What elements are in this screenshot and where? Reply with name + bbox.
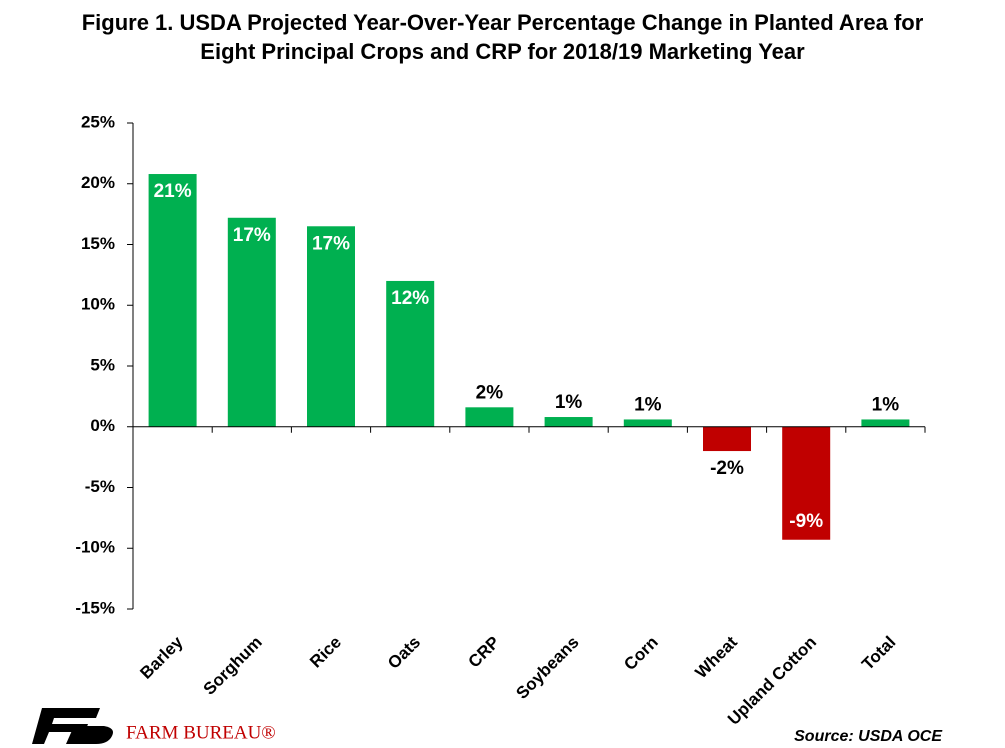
- x-tick-label: Corn: [620, 633, 661, 674]
- value-label: 1%: [555, 392, 583, 413]
- chart-title: Figure 1. USDA Projected Year-Over-Year …: [81, 10, 924, 64]
- bar: [148, 174, 197, 427]
- value-label: 12%: [391, 288, 429, 309]
- bar: [227, 217, 276, 427]
- logo: [32, 708, 113, 744]
- y-tick-label: 0%: [90, 416, 115, 435]
- y-tick-label: 10%: [81, 295, 115, 314]
- x-tick-label: Total: [858, 633, 899, 674]
- x-tick-label: Oats: [384, 633, 424, 673]
- x-tick-label: Barley: [136, 632, 187, 683]
- x-tick-label: CRP: [465, 633, 504, 672]
- y-tick-label: -5%: [85, 477, 115, 496]
- x-tick-label: Soybeans: [512, 633, 582, 703]
- bar: [782, 426, 831, 540]
- value-label: 2%: [476, 382, 504, 403]
- bar: [386, 280, 435, 427]
- value-label: 1%: [872, 394, 900, 415]
- value-label: 21%: [154, 181, 192, 202]
- bar: [623, 419, 672, 427]
- x-tick-label: Rice: [306, 633, 345, 672]
- y-tick-label: 20%: [81, 173, 115, 192]
- value-label: -2%: [710, 458, 744, 479]
- y-tick-label: 5%: [90, 355, 115, 374]
- value-label: 17%: [233, 225, 271, 246]
- source: Source: USDA OCE: [794, 728, 943, 745]
- y-tick-label: 25%: [81, 112, 115, 131]
- bar: [544, 417, 593, 427]
- y-tick-label: -15%: [75, 598, 115, 617]
- bar: [703, 426, 751, 452]
- value-label: 1%: [634, 394, 662, 415]
- y-tick-label: -10%: [75, 538, 115, 557]
- value-label: -9%: [789, 511, 823, 532]
- value-label: 17%: [312, 233, 350, 254]
- x-tick-label: Sorghum: [200, 633, 266, 699]
- logo-text: FARM BUREAU®: [126, 722, 276, 743]
- bar: [861, 419, 910, 427]
- x-tick-label: Wheat: [692, 632, 742, 682]
- y-tick-label: 15%: [81, 234, 115, 253]
- bar: [465, 407, 514, 427]
- bar: [307, 226, 355, 427]
